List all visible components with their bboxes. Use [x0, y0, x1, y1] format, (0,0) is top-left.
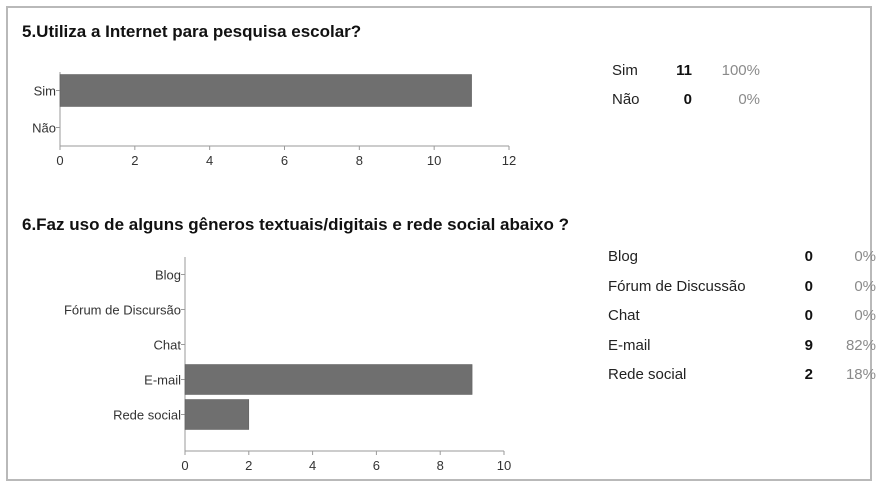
x-tick-label: 6: [373, 458, 380, 473]
bar-sim: [59, 74, 472, 107]
question-5-summary-table: Sim 11 100% Não 0 0%: [612, 62, 792, 122]
summary-count: 2: [804, 366, 813, 383]
x-tick-label: 10: [497, 458, 511, 473]
summary-row: Chat 0 0%: [608, 307, 876, 337]
summary-row: E-mail 9 82%: [608, 337, 876, 367]
x-tick-label: 12: [502, 153, 516, 168]
summary-row: Rede social 2 18%: [608, 366, 876, 396]
x-tick-label: 2: [131, 153, 138, 168]
summary-row: Blog 0 0%: [608, 248, 876, 278]
x-tick-label: 6: [281, 153, 288, 168]
category-label: Chat: [154, 338, 182, 353]
question-6-summary-table: Blog 0 0% Fórum de Discussão 0 0% Chat 0 0% E-mai…: [608, 248, 878, 398]
summary-count: 11: [676, 62, 692, 79]
summary-label: Blog: [608, 248, 639, 265]
summary-percent: 18%: [845, 366, 876, 383]
summary-count: 0: [804, 248, 813, 265]
category-label: Blog: [155, 268, 181, 283]
summary-percent: 100%: [721, 62, 760, 79]
summary-count: 0: [804, 307, 813, 324]
question-6-title: 6.Faz uso de alguns gêneros textuais/dig…: [22, 215, 570, 234]
category-label: Fórum de Discursão: [64, 303, 181, 318]
summary-percent: 0%: [854, 277, 876, 295]
summary-label: E-mail: [608, 336, 651, 354]
summary-label: Chat: [608, 307, 640, 324]
summary-percent: 0%: [738, 91, 760, 108]
x-tick-label: 4: [206, 153, 213, 168]
category-label: Sim: [34, 84, 56, 99]
summary-count: 9: [804, 336, 813, 354]
summary-count: 0: [804, 277, 813, 295]
summary-row: Não 0 0%: [612, 91, 792, 120]
summary-row: Sim 11 100%: [612, 62, 792, 91]
summary-label: Rede social: [608, 366, 687, 383]
summary-label: Não: [612, 91, 640, 108]
category-label: E-mail: [144, 373, 181, 388]
x-tick-label: 10: [427, 153, 441, 168]
question-5-title: 5.Utiliza a Internet para pesquisa escol…: [22, 22, 362, 41]
category-label: Não: [32, 121, 56, 136]
bar-e-mail: [184, 364, 473, 395]
summary-percent: 0%: [854, 307, 876, 324]
x-tick-label: 0: [56, 153, 63, 168]
summary-percent: 0%: [854, 248, 876, 265]
category-label: Rede social: [113, 408, 181, 423]
summary-label: Fórum de Discussão: [608, 277, 746, 295]
summary-row: Fórum de Discussão 0 0%: [608, 278, 876, 308]
x-tick-label: 0: [181, 458, 188, 473]
x-tick-label: 4: [309, 458, 316, 473]
summary-count: 0: [683, 91, 692, 108]
x-tick-label: 8: [437, 458, 444, 473]
summary-percent: 82%: [845, 336, 876, 354]
summary-label: Sim: [612, 62, 638, 79]
x-tick-label: 2: [245, 458, 252, 473]
bar-rede-social: [184, 399, 250, 430]
x-tick-label: 8: [356, 153, 363, 168]
